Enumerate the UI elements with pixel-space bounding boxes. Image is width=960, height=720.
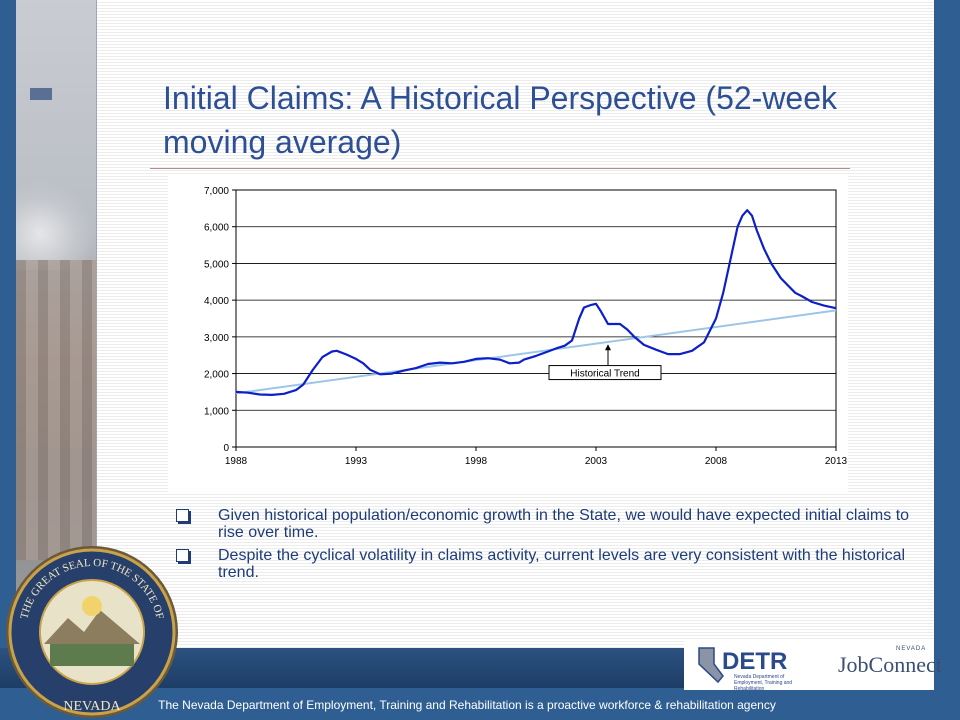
footer-tagline: The Nevada Department of Employment, Tra… (0, 690, 934, 720)
seal-state-name: NEVADA (63, 699, 121, 714)
jobconnect-state: NEVADA (896, 646, 927, 652)
y-tick-label: 7,000 (204, 186, 229, 197)
x-tick-label: 2008 (705, 456, 728, 467)
right-frame-strip (934, 0, 960, 720)
bullet-text: Given historical population/economic gro… (218, 507, 910, 541)
claims-series-line (235, 209, 837, 396)
x-tick-label: 1988 (225, 456, 248, 467)
x-tick-label: 1993 (345, 456, 368, 467)
detr-subtitle: Nevada Department of Employment, Trainin… (734, 674, 793, 692)
claims-line-chart: 0 1,000 2,000 3,000 4,000 5,000 6,000 7,000 1988… (204, 186, 848, 467)
y-tick-label: 0 (223, 443, 229, 454)
y-tick-label: 5,000 (204, 259, 229, 270)
capitol-building (16, 260, 96, 560)
annotation-label: Historical Trend (570, 369, 639, 380)
y-tick-label: 4,000 (204, 296, 229, 307)
jobconnect-logo: JobConnect (838, 652, 942, 677)
title-divider (150, 168, 850, 169)
chart-container: 0 1,000 2,000 3,000 4,000 5,000 6,000 7,000 1988… (168, 176, 848, 492)
x-tick-label: 1998 (465, 456, 488, 467)
x-tick-label: 2013 (825, 456, 848, 467)
detr-wordmark: DETR (722, 648, 788, 675)
annotation-box (548, 365, 662, 381)
flag-icon (30, 88, 52, 100)
annotation-arrowhead (605, 344, 611, 351)
checkbox-bullet-icon (176, 549, 189, 562)
x-tick-label: 2003 (585, 456, 608, 467)
detr-logo: DETR Nevada Department of Employment, Tr… (696, 646, 816, 692)
y-tick-label: 3,000 (204, 333, 229, 344)
checkbox-bullet-icon (176, 509, 189, 522)
bullet-text: Despite the cyclical volatility in claim… (218, 547, 906, 581)
y-tick-label: 1,000 (204, 406, 229, 417)
bullet-list: Given historical population/economic gro… (175, 507, 915, 587)
plot-area (235, 189, 837, 448)
trend-line (235, 309, 837, 395)
nevada-state-icon (698, 647, 724, 684)
partner-logos: DETR Nevada Department of Employment, Tr… (684, 640, 942, 692)
y-tick-label: 2,000 (204, 370, 229, 381)
y-tick-label: 6,000 (204, 223, 229, 234)
bullet-item: Despite the cyclical volatility in claim… (175, 547, 915, 581)
bullet-item: Given historical population/economic gro… (175, 507, 915, 541)
slide-title: Initial Claims: A Historical Perspective… (163, 80, 838, 160)
nevada-state-seal: THE GREAT SEAL OF THE STATE OF NEVADA AL… (6, 546, 178, 718)
capitol-dome (16, 180, 96, 270)
